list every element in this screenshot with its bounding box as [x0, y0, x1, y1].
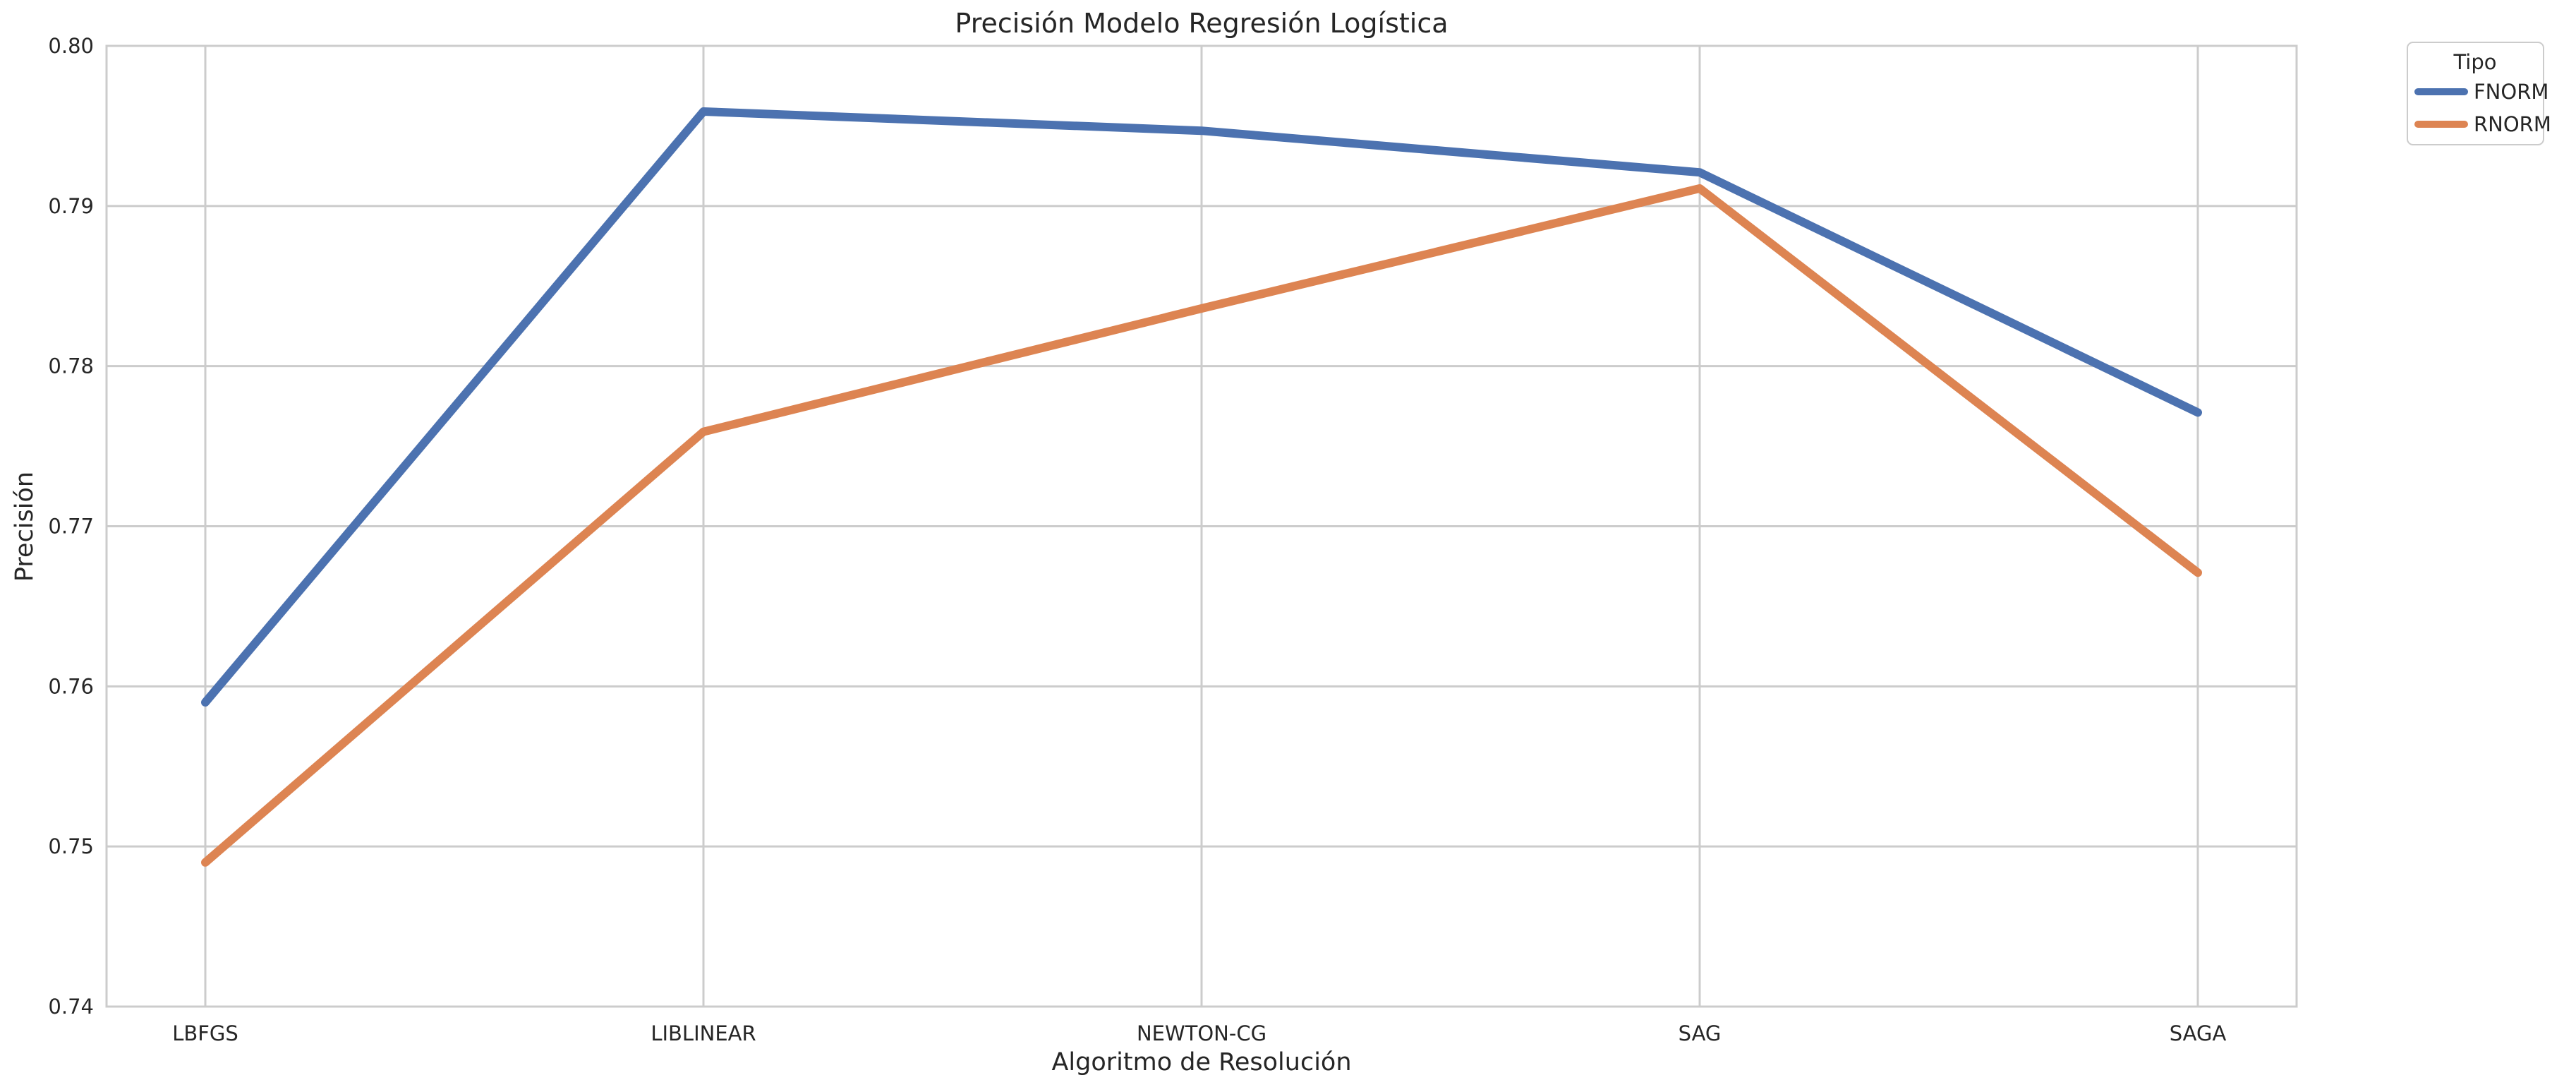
legend-label-fnorm: FNORM [2474, 80, 2548, 104]
grid-lines [107, 46, 2297, 1007]
y-tick-label: 0.74 [48, 995, 94, 1019]
series-lines [201, 107, 2202, 867]
legend-items: FNORM RNORM [2414, 80, 2551, 136]
legend-label-rnorm: RNORM [2474, 112, 2551, 136]
y-axis-title: Precisión [11, 472, 39, 582]
x-tick-label: NEWTON-CG [1137, 1021, 1266, 1045]
y-tick-label: 0.79 [48, 194, 94, 218]
y-tick-label: 0.78 [48, 354, 94, 378]
plot-area-frame [105, 44, 2298, 1008]
x-tick-label: SAGA [2170, 1021, 2227, 1045]
legend-box [2407, 42, 2544, 145]
legend-title: Tipo [2453, 50, 2496, 74]
x-axis-tick-labels: LBFGS LIBLINEAR NEWTON-CG SAG SAGA [172, 1021, 2226, 1045]
x-tick-label: LBFGS [172, 1021, 238, 1045]
x-tick-label: SAG [1679, 1021, 1722, 1045]
x-axis-title: Algoritmo de Resolución [1051, 1048, 1351, 1076]
y-tick-label: 0.76 [48, 674, 94, 698]
y-tick-label: 0.80 [48, 34, 94, 58]
y-axis-tick-labels: 0.74 0.75 0.76 0.77 0.78 0.79 0.80 [48, 34, 94, 1019]
series-line-fnorm [201, 107, 2202, 707]
legend: Tipo FNORM RNORM [2407, 42, 2551, 145]
chart-title: Precisión Modelo Regresión Logística [955, 8, 1448, 39]
x-tick-label: LIBLINEAR [651, 1021, 756, 1045]
series-line-rnorm [201, 184, 2202, 867]
y-tick-label: 0.75 [48, 834, 94, 858]
y-tick-label: 0.77 [48, 515, 94, 539]
